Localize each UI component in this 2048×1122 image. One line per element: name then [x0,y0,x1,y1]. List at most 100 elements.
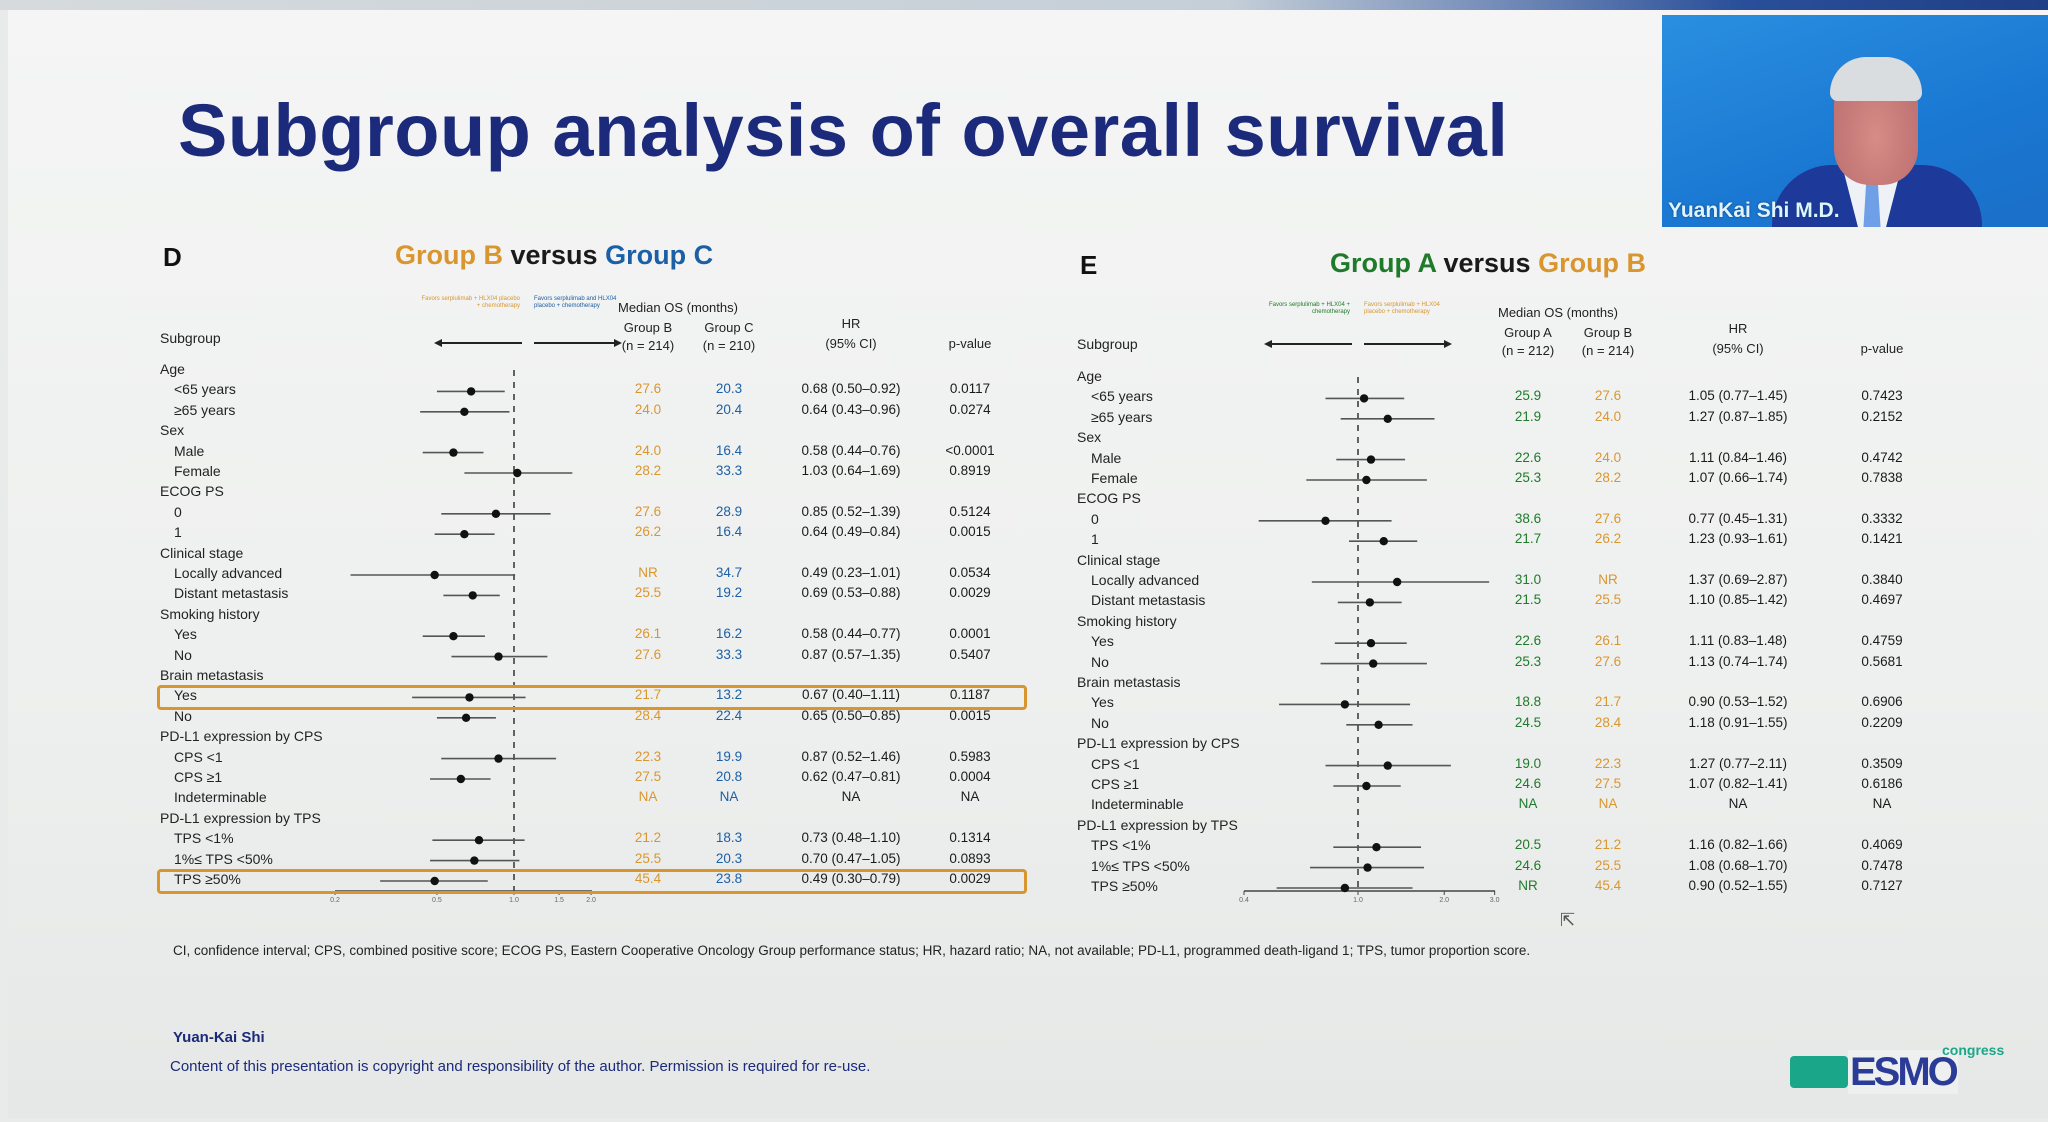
pvalue-header: p-value [1860,341,1904,356]
group2-n: (n = 214) [1581,343,1635,358]
median-os-group2: 20.8 [715,769,743,784]
group2-n: (n = 210) [702,338,756,353]
hazard-ratio-ci: 0.87 (0.52–1.46) [801,748,901,764]
median-os-group2: 21.7 [1594,694,1622,710]
hazard-ratio-point [1340,883,1350,893]
x-tick-label: 0.4 [1239,897,1249,904]
median-os-group2: 28.9 [715,503,743,519]
p-value: 0.5983 [949,748,991,764]
subgroup-category-label: Smoking history [160,605,260,622]
subgroup-row-label: Yes [174,687,197,704]
median-os-group1: 21.5 [1514,592,1542,608]
hazard-ratio-ci: 1.27 (0.77–2.11) [1688,755,1788,771]
hazard-ratio-point [1363,863,1372,872]
hazard-ratio-ci: 0.70 (0.47–1.05) [801,850,901,866]
median-os-group1: 27.6 [634,503,662,519]
subgroup-category-label: ECOG PS [160,483,224,500]
p-value: NA [1872,796,1892,812]
median-os-group1: 27.6 [634,381,662,397]
median-os-group2: 27.6 [1594,388,1622,404]
group1-header: Group A [1504,325,1552,340]
subgroup-row-label: 0 [1091,510,1099,527]
hazard-ratio-ci: 0.73 (0.48–1.10) [801,830,901,846]
subgroup-row-label: <65 years [174,381,236,398]
hazard-ratio-point [465,693,474,702]
hazard-ratio-point [1392,577,1402,587]
panel-title-part: versus [1435,248,1539,278]
subgroup-row-label: 1 [174,524,182,541]
median-os-group2: 27.6 [1594,510,1622,526]
p-value: 0.4759 [1861,633,1903,649]
subgroup-row-label: Indeterminable [1091,796,1184,813]
median-os-group1: 25.5 [634,850,662,866]
p-value: 0.5407 [949,646,991,662]
subgroup-row-label: 0 [174,503,182,520]
copyright-notice: Content of this presentation is copyrigh… [170,1058,871,1075]
hazard-ratio-ci: 0.49 (0.23–1.01) [801,565,901,580]
esmo-logo-text: ESMO [1848,1050,1959,1094]
p-value: 0.6186 [1861,776,1903,791]
hazard-ratio-point [430,876,439,886]
subgroup-row-label: Female [174,463,221,479]
x-tick-label: 2.0 [1439,897,1450,904]
median-os-group2: 22.4 [715,707,743,723]
slide-title: Subgroup analysis of overall survival [178,89,1509,172]
mouse-cursor-icon: ⇱ [1560,910,1576,930]
subgroup-category-label: Age [160,361,185,377]
hr-ci-header: (95% CI) [825,336,877,351]
hazard-ratio-ci: 1.27 (0.87–1.85) [1688,408,1788,424]
p-value: 0.5124 [949,503,991,519]
median-os-group2: 45.4 [1594,878,1622,893]
subgroup-category-label: Sex [160,422,185,439]
x-tick-label: 2.0 [586,897,596,904]
p-value: 0.0029 [949,871,991,886]
median-os-group1: 24.6 [1514,857,1542,873]
hr-header: HR [1728,321,1748,336]
subgroup-row-label: TPS <1% [174,830,234,847]
median-os-group2: 19.2 [715,585,743,601]
subgroup-category-label: Clinical stage [1077,551,1161,568]
median-os-group1: 28.4 [634,707,662,723]
median-os-group1: 27.6 [634,646,662,662]
arrowhead-left-icon [434,339,442,347]
median-os-group1: 25.3 [1514,470,1542,485]
subgroup-row-label: CPS <1 [174,748,223,765]
median-os-group1: 22.3 [634,748,662,764]
median-os-group2: 25.5 [1594,592,1622,608]
highlight-box [157,685,1027,711]
panel-title: Group B versus Group C [395,240,713,271]
median-os-group1: 24.0 [634,401,662,417]
hazard-ratio-ci: 1.05 (0.77–1.45) [1688,388,1788,404]
p-value: 0.7423 [1861,388,1903,404]
hazard-ratio-point [461,713,471,722]
median-os-group1: 27.5 [634,769,662,784]
median-os-group1: 26.2 [634,524,662,540]
p-value: 0.1421 [1861,531,1903,547]
subgroup-row-label: Distant metastasis [174,585,289,602]
window-top-bar [0,0,2048,10]
subgroup-row-label: 1%≤ TPS <50% [174,850,273,867]
median-os-group1: 21.7 [1514,531,1542,547]
subgroup-row-label: Yes [1091,633,1114,650]
hazard-ratio-point [1383,414,1392,423]
hazard-ratio-ci: 0.69 (0.53–0.88) [801,585,901,601]
p-value: 0.8919 [949,463,991,478]
hazard-ratio-ci: 1.08 (0.68–1.70) [1688,857,1788,873]
median-os-group1: 45.4 [634,871,662,886]
p-value: 0.3332 [1861,510,1903,526]
median-os-group2: 20.3 [715,381,743,397]
subgroup-row-label: CPS ≥1 [174,769,223,785]
hazard-ratio-ci: 1.11 (0.83–1.48) [1688,633,1788,649]
panel-title-part: Group C [605,240,714,270]
subgroup-row-label: ≥65 years [1091,408,1153,425]
median-os-group1: 21.2 [634,830,662,846]
speaker-hair [1830,57,1922,101]
hazard-ratio-ci: 0.58 (0.44–0.77) [801,626,901,642]
pvalue-header: p-value [948,336,992,351]
p-value: 0.0029 [949,585,991,601]
hazard-ratio-ci: 0.62 (0.47–0.81) [801,769,901,784]
median-os-group2: 16.2 [715,626,743,642]
panel-title-part: Group B [395,240,503,270]
hazard-ratio-ci: 0.77 (0.45–1.31) [1688,510,1788,526]
